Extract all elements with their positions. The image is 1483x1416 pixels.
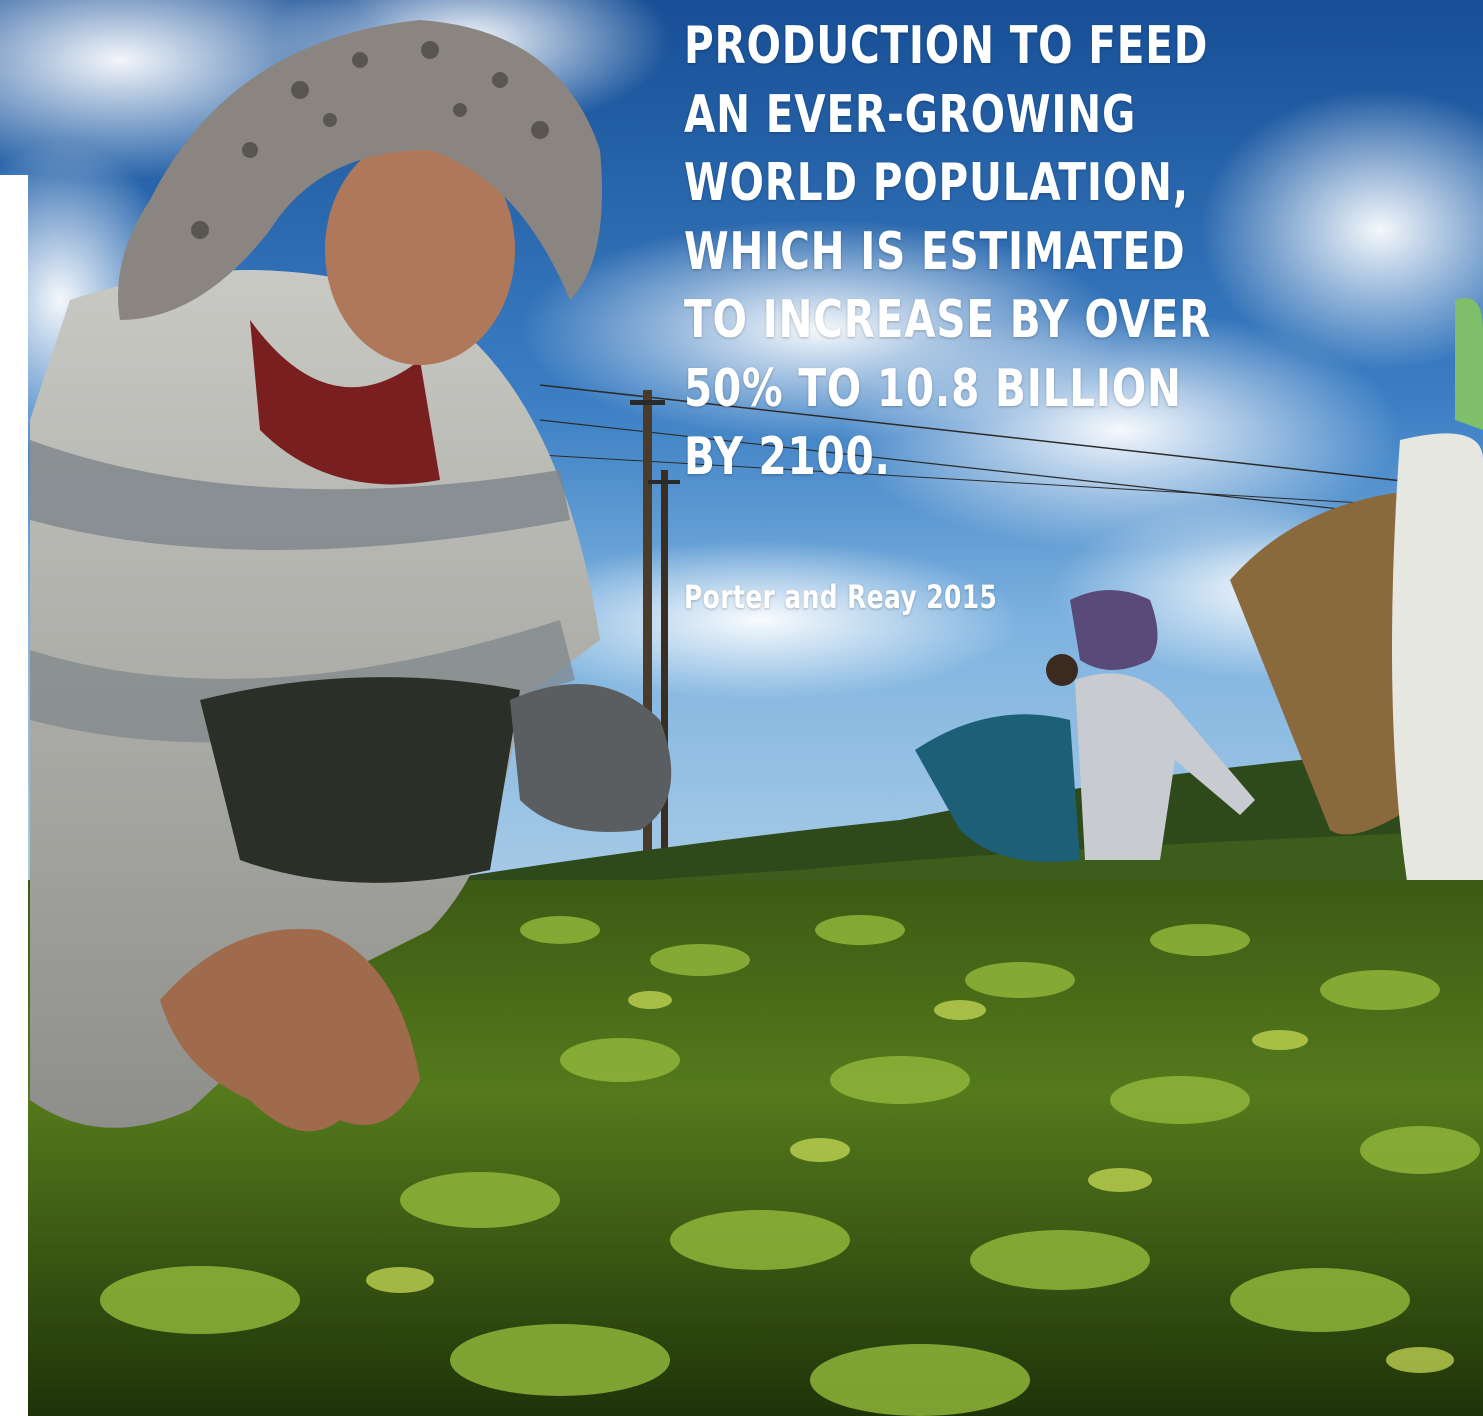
pull-quote-line: BY 2100. [684, 427, 891, 487]
pull-quote-line: WHICH IS ESTIMATED [684, 221, 1186, 282]
page-edge-margin [0, 175, 28, 1416]
pull-quote: PRODUCTION TO FEED AN EVER-GROWING WORLD… [684, 12, 1246, 492]
pull-quote-line: TO INCREASE BY OVER [684, 290, 1212, 350]
pull-quote-line: 50% TO 10.8 BILLION [684, 358, 1182, 419]
pull-quote-line: AN EVER-GROWING [684, 84, 1137, 145]
pull-quote-line: PRODUCTION TO FEED [684, 16, 1209, 76]
pull-quote-line: WORLD POPULATION, [684, 153, 1189, 213]
quote-citation: Porter and Reay 2015 [684, 578, 998, 616]
